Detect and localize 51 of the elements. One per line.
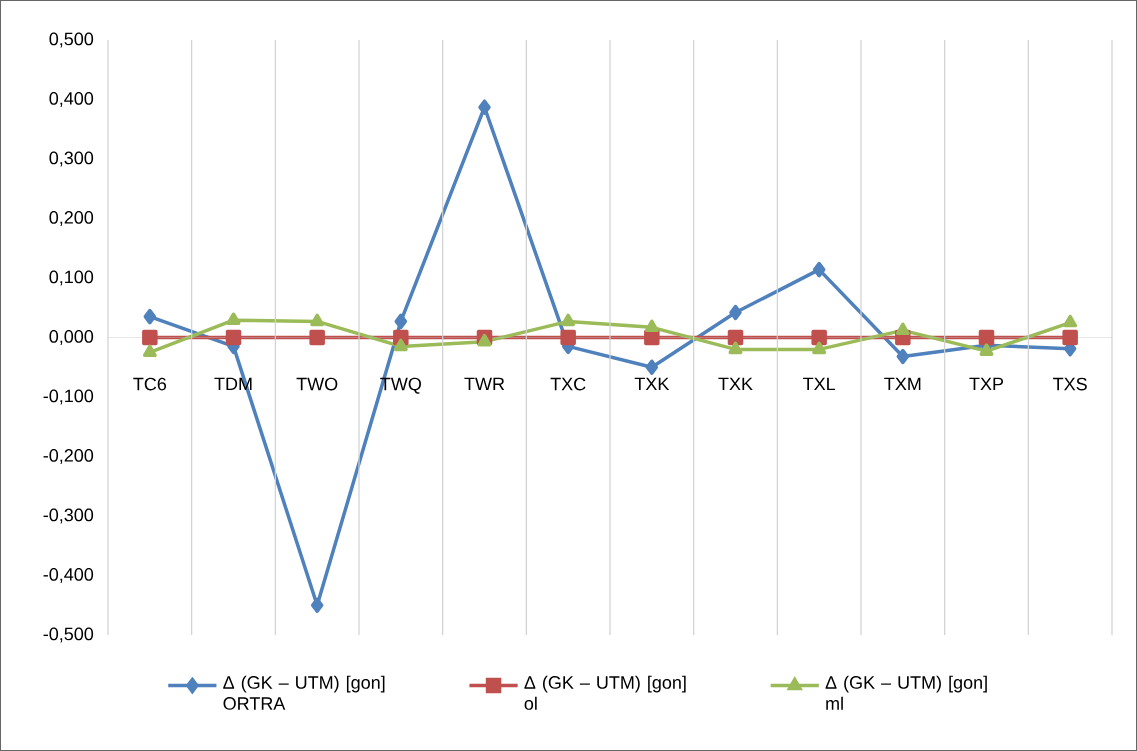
point xyxy=(309,329,325,346)
y-tick-label: 0,100 xyxy=(49,270,94,286)
y-tick-label: 0,300 xyxy=(49,151,94,167)
point xyxy=(478,99,491,115)
point xyxy=(729,304,742,321)
point xyxy=(811,329,827,346)
legend-label: Δ (GK – UTM) [gon] ORTRA xyxy=(223,675,385,710)
point xyxy=(812,261,826,278)
y-tick-label: -0,500 xyxy=(43,627,94,643)
point xyxy=(226,312,241,325)
point xyxy=(310,597,324,613)
x-tick-label: TXK xyxy=(634,377,670,391)
legend-label: Δ (GK – UTM) [gon] ol xyxy=(524,675,686,710)
point xyxy=(644,319,659,333)
point xyxy=(142,344,157,358)
x-tick-label: TC6 xyxy=(133,377,167,391)
y-tick-label: 0,000 xyxy=(49,330,94,345)
point xyxy=(1063,314,1078,328)
point xyxy=(1062,329,1078,346)
point xyxy=(812,341,827,355)
point xyxy=(644,329,660,346)
point xyxy=(143,308,157,325)
y-tick-label: -0,300 xyxy=(43,508,94,524)
point xyxy=(728,341,743,355)
point xyxy=(477,333,492,347)
x-tick-label: TXM xyxy=(884,377,921,391)
x-tick-label: TWR xyxy=(464,377,505,391)
y-tick-label: -0,400 xyxy=(43,568,94,583)
point xyxy=(393,338,408,352)
x-tick-label: TXS xyxy=(1053,377,1087,391)
y-tick-label: 0,400 xyxy=(49,92,94,107)
x-tick-label: TWO xyxy=(296,377,338,391)
point xyxy=(310,313,325,327)
point xyxy=(142,329,158,346)
point xyxy=(727,329,744,346)
x-tick-label: TXP xyxy=(969,377,1004,391)
point xyxy=(895,322,910,336)
point xyxy=(561,313,576,327)
point xyxy=(560,329,576,346)
y-tick-label: 0,200 xyxy=(49,211,94,226)
x-tick-label: TXC xyxy=(550,377,586,391)
point xyxy=(645,359,659,375)
x-tick-label: TXL xyxy=(803,377,836,391)
point xyxy=(896,348,910,365)
y-tick-label: 0,500 xyxy=(49,32,94,48)
x-tick-label: TXK xyxy=(718,377,753,391)
y-tick-label: -0,200 xyxy=(43,449,94,464)
legend-label: Δ (GK – UTM) [gon] ml xyxy=(825,675,987,710)
y-tick-label: -0,100 xyxy=(43,389,94,405)
point xyxy=(225,329,242,346)
point xyxy=(394,313,408,330)
